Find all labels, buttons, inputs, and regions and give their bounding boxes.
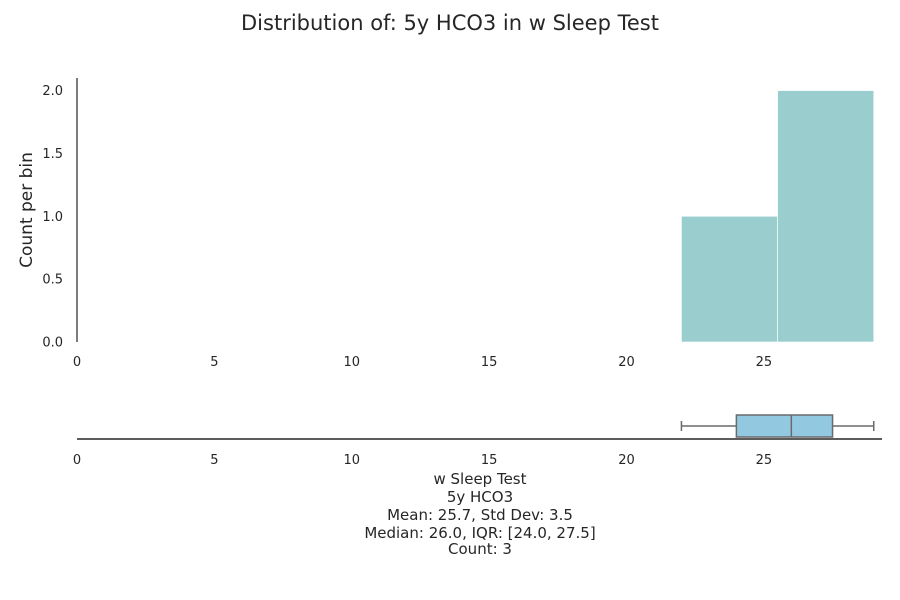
x-tick-label: 5 — [210, 355, 218, 370]
histogram-bar — [777, 90, 875, 343]
y-axis-label: Count per bin — [17, 152, 37, 268]
x-tick-label: 15 — [481, 355, 498, 370]
histogram-plot: 0.0 0.5 1.0 1.5 2.0 0 5 10 15 20 25 — [42, 78, 875, 370]
y-tick-label: 0.0 — [42, 336, 63, 351]
caption-variable-name: 5y HCO3 — [447, 488, 513, 506]
boxplot-x-tick-label: 10 — [343, 453, 360, 468]
boxplot-box — [735, 414, 834, 438]
chart-title: Distribution of: 5y HCO3 in w Sleep Test — [241, 11, 659, 35]
x-tick-label: 25 — [756, 355, 773, 370]
caption-mean-std: Mean: 25.7, Std Dev: 3.5 — [387, 506, 573, 524]
y-tick-label: 1.0 — [42, 210, 63, 225]
y-tick-label: 0.5 — [42, 273, 63, 288]
boxplot-x-tick-label: 25 — [756, 453, 773, 468]
histogram-bar — [681, 215, 778, 343]
boxplot-x-tick-label: 20 — [618, 453, 635, 468]
boxplot-x-tick-label: 0 — [73, 453, 81, 468]
y-tick-label: 1.5 — [42, 147, 63, 162]
boxplot-x-tick-label: 5 — [210, 453, 218, 468]
boxplot-x-tick-label: 15 — [481, 453, 498, 468]
y-tick-label: 2.0 — [42, 84, 63, 99]
x-tick-label: 0 — [73, 355, 81, 370]
x-tick-label: 20 — [618, 355, 635, 370]
caption-group-name: w Sleep Test — [433, 470, 526, 488]
boxplot-plot: 0 5 10 15 20 25 — [73, 414, 882, 468]
caption-median-iqr: Median: 26.0, IQR: [24.0, 27.5] — [364, 524, 595, 542]
x-tick-label: 10 — [343, 355, 360, 370]
caption-count: Count: 3 — [448, 540, 512, 558]
